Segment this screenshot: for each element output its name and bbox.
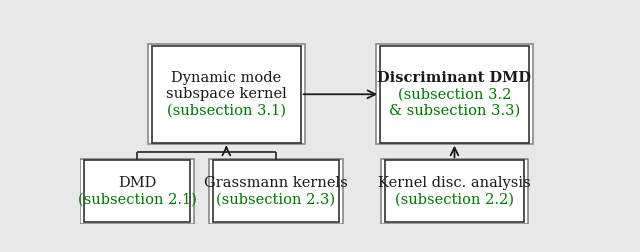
Text: (subsection 3.1): (subsection 3.1)	[167, 104, 286, 118]
Text: DMD: DMD	[118, 176, 156, 190]
Text: (subsection 2.2): (subsection 2.2)	[395, 193, 514, 207]
Bar	[84, 160, 190, 222]
Bar	[381, 159, 528, 224]
Bar	[385, 160, 524, 222]
Text: Kernel disc. analysis: Kernel disc. analysis	[378, 176, 531, 190]
Bar	[212, 160, 339, 222]
Text: (subsection 2.3): (subsection 2.3)	[216, 193, 335, 207]
Text: Grassmann kernels: Grassmann kernels	[204, 176, 348, 190]
Bar	[376, 44, 533, 144]
Bar	[152, 46, 301, 143]
Text: subspace kernel: subspace kernel	[166, 87, 287, 101]
Text: Discriminant DMD: Discriminant DMD	[378, 71, 531, 85]
Bar	[80, 159, 195, 224]
Text: Dynamic mode: Dynamic mode	[171, 71, 282, 85]
Text: (subsection 2.1): (subsection 2.1)	[77, 193, 196, 207]
Bar	[380, 46, 529, 143]
Text: (subsection 3.2: (subsection 3.2	[398, 87, 511, 101]
Bar	[148, 44, 305, 144]
Bar	[209, 159, 343, 224]
Text: & subsection 3.3): & subsection 3.3)	[389, 104, 520, 118]
